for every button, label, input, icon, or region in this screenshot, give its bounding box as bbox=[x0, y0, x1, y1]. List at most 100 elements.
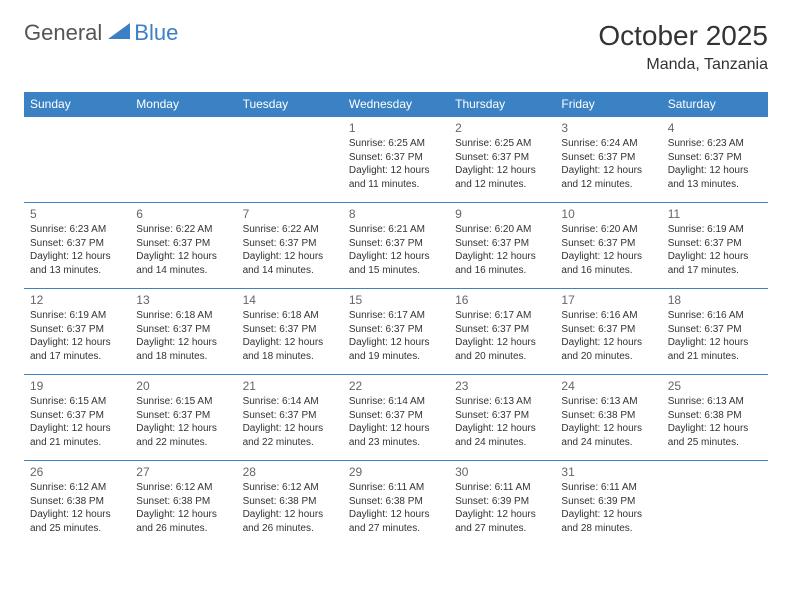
day-number: 2 bbox=[455, 121, 549, 135]
week-row: 26 Sunrise: 6:12 AMSunset: 6:38 PMDayligh… bbox=[24, 461, 768, 547]
calendar-table: SundayMondayTuesdayWednesdayThursdayFrid… bbox=[24, 92, 768, 547]
day-detail: Sunrise: 6:24 AMSunset: 6:37 PMDaylight:… bbox=[561, 137, 655, 191]
weekday-header-row: SundayMondayTuesdayWednesdayThursdayFrid… bbox=[24, 92, 768, 117]
day-number: 28 bbox=[243, 465, 337, 479]
day-number: 19 bbox=[30, 379, 124, 393]
day-cell: 25 Sunrise: 6:13 AMSunset: 6:38 PMDayligh… bbox=[662, 375, 768, 461]
day-cell: 20 Sunrise: 6:15 AMSunset: 6:37 PMDayligh… bbox=[130, 375, 236, 461]
day-cell: 8 Sunrise: 6:21 AMSunset: 6:37 PMDaylight… bbox=[343, 203, 449, 289]
day-number: 7 bbox=[243, 207, 337, 221]
day-number: 18 bbox=[668, 293, 762, 307]
week-row: 12Sunrise: 6:19 AMSunset: 6:37 PMDayligh… bbox=[24, 289, 768, 375]
day-detail: Sunrise: 6:17 AMSunset: 6:37 PMDaylight:… bbox=[455, 309, 549, 363]
day-detail: Sunrise: 6:12 AMSunset: 6:38 PMDaylight:… bbox=[243, 481, 337, 535]
day-cell: 2Sunrise: 6:25 AMSunset: 6:37 PMDaylight… bbox=[449, 117, 555, 203]
day-cell: 21Sunrise: 6:14 AMSunset: 6:37 PMDayligh… bbox=[237, 375, 343, 461]
day-cell: 15 Sunrise: 6:17 AMSunset: 6:37 PMDayligh… bbox=[343, 289, 449, 375]
day-detail: Sunrise: 6:22 AMSunset: 6:37 PMDaylight:… bbox=[136, 223, 230, 277]
week-row: 19 Sunrise: 6:15 AMSunset: 6:37 PMDayligh… bbox=[24, 375, 768, 461]
day-cell: 17 Sunrise: 6:16 AMSunset: 6:37 PMDayligh… bbox=[555, 289, 661, 375]
header: General Blue October 2025 Manda, Tanzani… bbox=[24, 20, 768, 74]
day-detail: Sunrise: 6:25 AMSunset: 6:37 PMDaylight:… bbox=[349, 137, 443, 191]
day-number: 26 bbox=[30, 465, 124, 479]
day-cell: 27Sunrise: 6:12 AMSunset: 6:38 PMDayligh… bbox=[130, 461, 236, 547]
day-detail: Sunrise: 6:22 AMSunset: 6:37 PMDaylight:… bbox=[243, 223, 337, 277]
day-cell: 16 Sunrise: 6:17 AMSunset: 6:37 PMDayligh… bbox=[449, 289, 555, 375]
day-detail: Sunrise: 6:23 AMSunset: 6:37 PMDaylight:… bbox=[30, 223, 124, 277]
day-number: 20 bbox=[136, 379, 230, 393]
day-detail: Sunrise: 6:16 AMSunset: 6:37 PMDaylight:… bbox=[668, 309, 762, 363]
weekday-header: Saturday bbox=[662, 92, 768, 117]
weekday-header: Monday bbox=[130, 92, 236, 117]
calendar-body: 1 Sunrise: 6:25 AMSunset: 6:37 PMDaylight… bbox=[24, 117, 768, 547]
day-number: 3 bbox=[561, 121, 655, 135]
day-number: 10 bbox=[561, 207, 655, 221]
day-detail: Sunrise: 6:16 AMSunset: 6:37 PMDaylight:… bbox=[561, 309, 655, 363]
day-cell: 4 Sunrise: 6:23 AMSunset: 6:37 PMDaylight… bbox=[662, 117, 768, 203]
day-number: 17 bbox=[561, 293, 655, 307]
empty-day-cell bbox=[237, 117, 343, 203]
day-cell: 19Sunrise: 6:15 AMSunset: 6:37 PMDayligh… bbox=[24, 375, 130, 461]
day-detail: Sunrise: 6:21 AMSunset: 6:37 PMDaylight:… bbox=[349, 223, 443, 277]
week-row: 1 Sunrise: 6:25 AMSunset: 6:37 PMDaylight… bbox=[24, 117, 768, 203]
day-number: 15 bbox=[349, 293, 443, 307]
day-cell: 31Sunrise: 6:11 AMSunset: 6:39 PMDayligh… bbox=[555, 461, 661, 547]
day-detail: Sunrise: 6:23 AMSunset: 6:37 PMDaylight:… bbox=[668, 137, 762, 191]
day-detail: Sunrise: 6:12 AMSunset: 6:38 PMDaylight:… bbox=[30, 481, 124, 535]
day-number: 21 bbox=[243, 379, 337, 393]
day-number: 4 bbox=[668, 121, 762, 135]
day-detail: Sunrise: 6:19 AMSunset: 6:37 PMDaylight:… bbox=[668, 223, 762, 277]
day-number: 25 bbox=[668, 379, 762, 393]
day-detail: Sunrise: 6:20 AMSunset: 6:37 PMDaylight:… bbox=[561, 223, 655, 277]
day-cell: 9Sunrise: 6:20 AMSunset: 6:37 PMDaylight… bbox=[449, 203, 555, 289]
day-cell: 22 Sunrise: 6:14 AMSunset: 6:37 PMDayligh… bbox=[343, 375, 449, 461]
day-detail: Sunrise: 6:17 AMSunset: 6:37 PMDaylight:… bbox=[349, 309, 443, 363]
day-cell: 28 Sunrise: 6:12 AMSunset: 6:38 PMDayligh… bbox=[237, 461, 343, 547]
day-number: 27 bbox=[136, 465, 230, 479]
day-cell: 14 Sunrise: 6:18 AMSunset: 6:37 PMDayligh… bbox=[237, 289, 343, 375]
weekday-header: Sunday bbox=[24, 92, 130, 117]
logo-text-blue: Blue bbox=[134, 20, 178, 46]
day-cell: 12Sunrise: 6:19 AMSunset: 6:37 PMDayligh… bbox=[24, 289, 130, 375]
day-detail: Sunrise: 6:11 AMSunset: 6:39 PMDaylight:… bbox=[455, 481, 549, 535]
day-cell: 3 Sunrise: 6:24 AMSunset: 6:37 PMDaylight… bbox=[555, 117, 661, 203]
day-number: 8 bbox=[349, 207, 443, 221]
empty-day-cell bbox=[662, 461, 768, 547]
day-number: 1 bbox=[349, 121, 443, 135]
logo-triangle-icon bbox=[108, 23, 130, 44]
day-number: 11 bbox=[668, 207, 762, 221]
day-number: 24 bbox=[561, 379, 655, 393]
day-detail: Sunrise: 6:19 AMSunset: 6:37 PMDaylight:… bbox=[30, 309, 124, 363]
day-detail: Sunrise: 6:18 AMSunset: 6:37 PMDaylight:… bbox=[136, 309, 230, 363]
day-number: 30 bbox=[455, 465, 549, 479]
day-cell: 26 Sunrise: 6:12 AMSunset: 6:38 PMDayligh… bbox=[24, 461, 130, 547]
day-cell: 30 Sunrise: 6:11 AMSunset: 6:39 PMDayligh… bbox=[449, 461, 555, 547]
day-cell: 6 Sunrise: 6:22 AMSunset: 6:37 PMDaylight… bbox=[130, 203, 236, 289]
empty-day-cell bbox=[24, 117, 130, 203]
day-number: 14 bbox=[243, 293, 337, 307]
day-detail: Sunrise: 6:15 AMSunset: 6:37 PMDaylight:… bbox=[136, 395, 230, 449]
weekday-header: Wednesday bbox=[343, 92, 449, 117]
day-cell: 29Sunrise: 6:11 AMSunset: 6:38 PMDayligh… bbox=[343, 461, 449, 547]
day-number: 6 bbox=[136, 207, 230, 221]
day-number: 31 bbox=[561, 465, 655, 479]
day-number: 16 bbox=[455, 293, 549, 307]
day-detail: Sunrise: 6:11 AMSunset: 6:38 PMDaylight:… bbox=[349, 481, 443, 535]
day-detail: Sunrise: 6:14 AMSunset: 6:37 PMDaylight:… bbox=[349, 395, 443, 449]
location: Manda, Tanzania bbox=[598, 56, 768, 74]
day-detail: Sunrise: 6:18 AMSunset: 6:37 PMDaylight:… bbox=[243, 309, 337, 363]
logo: General Blue bbox=[24, 20, 178, 46]
day-detail: Sunrise: 6:13 AMSunset: 6:38 PMDaylight:… bbox=[668, 395, 762, 449]
weekday-header: Thursday bbox=[449, 92, 555, 117]
day-number: 22 bbox=[349, 379, 443, 393]
day-cell: 23Sunrise: 6:13 AMSunset: 6:37 PMDayligh… bbox=[449, 375, 555, 461]
day-number: 9 bbox=[455, 207, 549, 221]
logo-text-general: General bbox=[24, 20, 102, 46]
day-number: 13 bbox=[136, 293, 230, 307]
day-cell: 11 Sunrise: 6:19 AMSunset: 6:37 PMDayligh… bbox=[662, 203, 768, 289]
day-cell: 13 Sunrise: 6:18 AMSunset: 6:37 PMDayligh… bbox=[130, 289, 236, 375]
day-detail: Sunrise: 6:13 AMSunset: 6:38 PMDaylight:… bbox=[561, 395, 655, 449]
day-cell: 1 Sunrise: 6:25 AMSunset: 6:37 PMDaylight… bbox=[343, 117, 449, 203]
day-detail: Sunrise: 6:13 AMSunset: 6:37 PMDaylight:… bbox=[455, 395, 549, 449]
weekday-header: Tuesday bbox=[237, 92, 343, 117]
